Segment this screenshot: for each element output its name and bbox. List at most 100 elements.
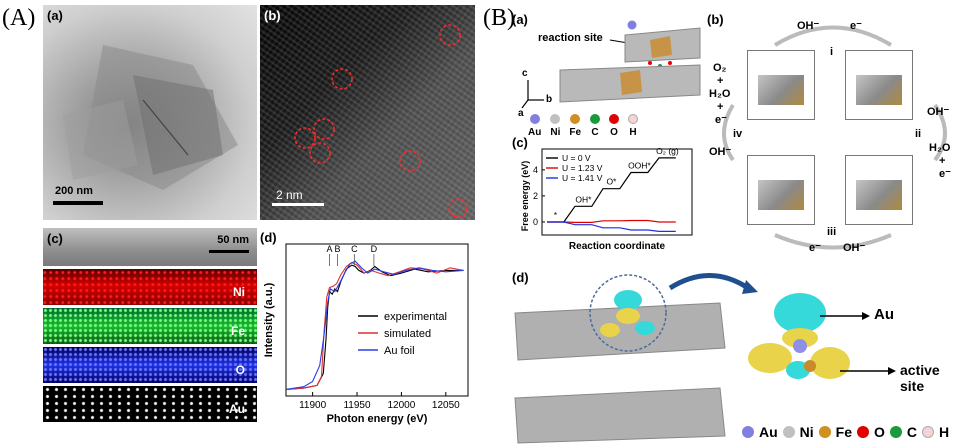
top-e: e⁻ (850, 20, 862, 32)
eds-label-ni: Ni (233, 285, 245, 299)
au-arrow-label: Au (874, 306, 894, 323)
bottom-oh: OH⁻ (843, 242, 866, 254)
eds-label-o: O (235, 363, 245, 377)
fe-intermediate-label: OH* (575, 194, 592, 204)
haadf-image: (b) 2 nm (260, 5, 475, 220)
xanes-annotation-label: A (326, 244, 332, 254)
legend-ni: Ni (550, 114, 561, 138)
legend-au: Au (528, 114, 541, 138)
charge-density-model (514, 273, 896, 444)
step-ii: ii (915, 128, 922, 140)
haadf-scalebar-label: 2 nm (276, 188, 303, 202)
axis-b-label: b (546, 94, 553, 105)
fe-ytick-label: 4 (533, 165, 538, 175)
figure-label-B: (B) (483, 5, 515, 31)
atom-legend-large: Au Ni Fe O C H (742, 424, 949, 440)
legend2-au: Au (759, 424, 778, 440)
intermediate-2 (845, 50, 913, 120)
xanes-chart: 11900 11950 12000 12050 Photon energy (eV) In… (263, 243, 469, 425)
xanes-legend-label-1: simulated (384, 328, 431, 340)
fe-legend-label-2: U = 1.41 V (562, 173, 603, 183)
panel-B-d: (d) Au active site Au Ni Fe O C H (510, 268, 963, 446)
xanes-xlabel: Photon energy (eV) (327, 413, 428, 425)
cycle-arrows (722, 25, 947, 250)
tem-image: (a) 200 nm (43, 5, 257, 220)
fe-legend-label-1: U = 1.23 V (562, 163, 603, 173)
figure-label-A: (A) (2, 5, 36, 31)
eds-scalebar-label: 50 nm (217, 234, 249, 246)
xanes-annotation-label: D (371, 244, 378, 254)
free-energy-chart: 0 2 4 Reaction coordinate Free energy (eV) U … (520, 146, 693, 252)
panel-B-a-label: (a) (512, 12, 528, 27)
xanes-xtick-label: 11950 (343, 400, 371, 411)
eds-map-ni: Ni (43, 269, 257, 305)
reaction-site-label: reaction site (538, 32, 603, 44)
right-oh: OH⁻ (927, 106, 950, 118)
fe-series-line-0 (547, 157, 676, 223)
left-h2o: H₂O (709, 88, 731, 100)
fe-plot-frame (541, 148, 693, 236)
xanes-ylabel: Intensity (a.u.) (263, 282, 275, 357)
eds-map-fe: Fe (43, 308, 257, 344)
legend2-o: O (874, 424, 885, 440)
axis-a-label: a (518, 108, 524, 119)
xanes-chart-panel: (d) 11900 11950 12000 12050 Photon energy (e… (260, 228, 475, 428)
fe-legend-label-0: U = 0 V (562, 153, 591, 163)
legend2-c: C (906, 424, 918, 440)
legend-h: H (628, 114, 639, 138)
eds-map-o: O (43, 347, 257, 383)
right-h2o: H₂O (929, 142, 951, 154)
xanes-series-line-2 (285, 260, 464, 390)
right-plus: + (939, 155, 946, 167)
legend2-h: H (939, 424, 950, 440)
xanes-legend-label-0: experimental (384, 311, 447, 323)
panel-B-d-label: (d) (512, 270, 529, 285)
xanes-series-line-1 (285, 261, 464, 390)
fe-ytick-label: 2 (533, 191, 538, 201)
xanes-annotation-label: C (351, 244, 358, 254)
intermediate-4 (747, 155, 815, 225)
panel-B-b: (b) OH⁻ e⁻ i OH⁻ ii H₂O + e⁻ iii e⁻ OH⁻ … (705, 10, 963, 258)
fe-intermediate-label: O* (606, 177, 617, 187)
fe-intermediate-label: O₂ (g) (656, 146, 679, 156)
tem-scalebar-label: 200 nm (55, 185, 93, 197)
free-energy-panel: (c) 0 2 4 Reaction coordinate Free energy (e… (510, 135, 705, 260)
intermediate-3 (845, 155, 913, 225)
step-iii: iii (827, 226, 837, 238)
bottom-e: e⁻ (809, 242, 821, 254)
panel-A-d-label: (d) (260, 230, 277, 245)
panel-A-c-label: (c) (47, 231, 63, 246)
panel-A-a-label: (a) (47, 8, 63, 23)
top-oh: OH⁻ (797, 20, 820, 32)
panel-A-b-label: (b) (264, 8, 281, 23)
legend-o: O (609, 114, 620, 138)
legend-c: C (590, 114, 601, 138)
right-e: e⁻ (939, 168, 951, 180)
eds-scalebar (209, 250, 249, 253)
left-oh: OH⁻ (709, 146, 732, 158)
eds-map-au: Au (43, 386, 257, 422)
legend2-ni: Ni (799, 424, 814, 440)
left-plus2: + (717, 101, 724, 113)
layered-structure-model (521, 20, 701, 109)
axis-c-label: c (522, 68, 528, 79)
xanes-xtick-label: 12050 (432, 400, 460, 411)
active-site-label: active site (900, 362, 940, 394)
fe-series-line-2 (547, 221, 676, 232)
xanes-annotation-label: B (334, 244, 340, 254)
intermediate-1 (747, 50, 815, 120)
tem-flakes (53, 45, 238, 205)
xanes-plot-frame (285, 243, 469, 397)
fe-intermediate-label: OOH* (628, 160, 651, 170)
left-o2: O₂ (713, 62, 727, 74)
fe-intermediate-label: * (554, 210, 558, 220)
atom-legend-small: Au Ni Fe C O H (528, 114, 639, 138)
fe-xlabel: Reaction coordinate (569, 241, 666, 252)
xanes-xtick-label: 11900 (299, 400, 327, 411)
step-iv: iv (733, 128, 743, 140)
xanes-xtick-label: 12000 (388, 400, 416, 411)
panel-B-c-label: (c) (512, 135, 528, 150)
single-atom-markers (272, 24, 468, 218)
step-i: i (830, 46, 834, 58)
legend-fe: Fe (569, 114, 581, 138)
